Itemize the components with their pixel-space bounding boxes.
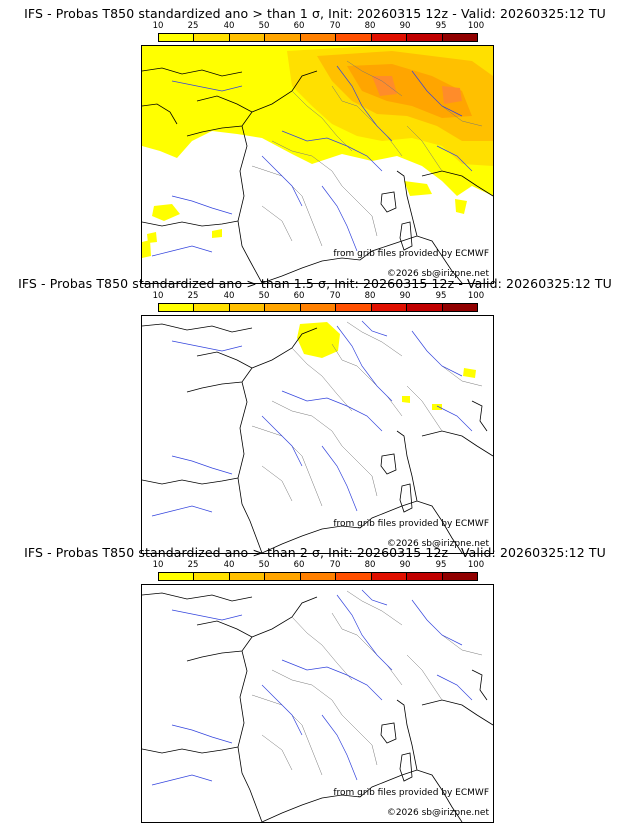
colorbar-swatch bbox=[229, 573, 266, 580]
colorbar-tick-label: 100 bbox=[467, 21, 485, 31]
colorbar-labels: 10 25 40 50 60 70 80 90 95 100 bbox=[143, 291, 498, 301]
rivers bbox=[151, 320, 473, 517]
colorbar-swatch bbox=[229, 34, 266, 41]
colorbar-swatch bbox=[300, 573, 337, 580]
colorbar-swatch bbox=[229, 304, 266, 311]
colorbar-swatch bbox=[442, 34, 477, 41]
map-canvas bbox=[142, 46, 493, 283]
map-canvas bbox=[142, 589, 493, 822]
colorbar-tick-label: 60 bbox=[293, 560, 305, 570]
colorbar-swatch bbox=[194, 304, 230, 311]
colorbar-swatch bbox=[159, 573, 195, 580]
colorbar-tick-label: 90 bbox=[399, 291, 411, 301]
coastlines bbox=[142, 592, 493, 822]
source-attribution: from grib files provided by ECMWF bbox=[333, 519, 489, 529]
probability-map: from grib files provided by ECMWF ©2026 … bbox=[141, 584, 494, 823]
colorbar-swatch bbox=[300, 304, 337, 311]
probability-shading bbox=[297, 322, 476, 410]
colorbar-tick-label: 100 bbox=[467, 291, 485, 301]
colorbar-tick-label: 40 bbox=[223, 560, 235, 570]
panel-title: IFS - Probas T850 standardized ano > tha… bbox=[18, 276, 612, 291]
colorbar-tick-label: 95 bbox=[435, 21, 447, 31]
colorbar-tick-label: 80 bbox=[364, 560, 376, 570]
colorbar-tick-label: 80 bbox=[364, 291, 376, 301]
copyright-text: ©2026 sb@irizpne.net bbox=[386, 539, 489, 549]
colorbar-swatch bbox=[336, 573, 372, 580]
colorbar-swatch bbox=[194, 573, 230, 580]
colorbar-swatch bbox=[442, 573, 477, 580]
map-panel-3: IFS - Probas T850 standardized ano > tha… bbox=[0, 545, 630, 823]
colorbar-swatch bbox=[336, 34, 372, 41]
colorbar-labels: 10 25 40 50 60 70 80 90 95 100 bbox=[143, 560, 498, 570]
colorbar-tick-label: 25 bbox=[187, 291, 199, 301]
rivers bbox=[151, 589, 473, 786]
colorbar-tick-label: 95 bbox=[435, 291, 447, 301]
colorbar-tick-label: 70 bbox=[329, 21, 341, 31]
colorbar-tick-label: 25 bbox=[187, 21, 199, 31]
colorbar bbox=[158, 572, 478, 581]
colorbar-tick-label: 40 bbox=[223, 21, 235, 31]
source-attribution: from grib files provided by ECMWF bbox=[333, 249, 489, 259]
colorbar-tick-label: 40 bbox=[223, 291, 235, 301]
colorbar-tick-label: 90 bbox=[399, 560, 411, 570]
internal-borders bbox=[251, 590, 483, 776]
probability-map: from grib files provided by ECMWF ©2026 … bbox=[141, 315, 494, 554]
colorbar-swatch bbox=[265, 304, 301, 311]
colorbar-tick-label: 100 bbox=[467, 560, 485, 570]
colorbar-swatch bbox=[300, 34, 337, 41]
colorbar-swatch bbox=[407, 573, 443, 580]
colorbar-swatch bbox=[407, 304, 443, 311]
colorbar-swatch bbox=[442, 304, 477, 311]
colorbar-tick-label: 95 bbox=[435, 560, 447, 570]
panel-title: IFS - Probas T850 standardized ano > tha… bbox=[24, 6, 606, 21]
colorbar-swatch bbox=[265, 34, 301, 41]
colorbar-swatch bbox=[371, 304, 408, 311]
colorbar-tick-label: 90 bbox=[399, 21, 411, 31]
colorbar-swatch bbox=[371, 34, 408, 41]
colorbar-labels: 10 25 40 50 60 70 80 90 95 100 bbox=[143, 21, 498, 31]
colorbar-swatch bbox=[159, 304, 195, 311]
colorbar-tick-label: 10 bbox=[152, 21, 164, 31]
colorbar-tick-label: 80 bbox=[364, 21, 376, 31]
internal-borders bbox=[251, 321, 483, 507]
colorbar-tick-label: 60 bbox=[293, 21, 305, 31]
map-panel-2: IFS - Probas T850 standardized ano > tha… bbox=[0, 276, 630, 554]
colorbar-tick-label: 25 bbox=[187, 560, 199, 570]
copyright-text: ©2026 sb@irizpne.net bbox=[386, 269, 489, 279]
coastlines bbox=[142, 67, 493, 283]
colorbar-swatch bbox=[407, 34, 443, 41]
colorbar-tick-label: 60 bbox=[293, 291, 305, 301]
source-attribution: from grib files provided by ECMWF bbox=[333, 788, 489, 798]
colorbar-tick-label: 50 bbox=[258, 291, 270, 301]
colorbar-swatch bbox=[336, 304, 372, 311]
copyright-text: ©2026 sb@irizpne.net bbox=[386, 808, 489, 818]
colorbar-tick-label: 10 bbox=[152, 560, 164, 570]
internal-borders bbox=[251, 60, 483, 247]
colorbar-swatch bbox=[371, 573, 408, 580]
rivers bbox=[151, 65, 473, 257]
probability-shading bbox=[142, 46, 493, 258]
colorbar-swatch bbox=[159, 34, 195, 41]
colorbar-tick-label: 50 bbox=[258, 560, 270, 570]
colorbar bbox=[158, 303, 478, 312]
colorbar-tick-label: 50 bbox=[258, 21, 270, 31]
colorbar-tick-label: 10 bbox=[152, 291, 164, 301]
coastlines bbox=[142, 323, 493, 553]
probability-map: from grib files provided by ECMWF ©2026 … bbox=[141, 45, 494, 284]
colorbar bbox=[158, 33, 478, 42]
map-canvas bbox=[142, 320, 493, 553]
map-panel-1: IFS - Probas T850 standardized ano > tha… bbox=[0, 6, 630, 284]
panel-title: IFS - Probas T850 standardized ano > tha… bbox=[24, 545, 606, 560]
colorbar-tick-label: 70 bbox=[329, 291, 341, 301]
colorbar-swatch bbox=[265, 573, 301, 580]
colorbar-swatch bbox=[194, 34, 230, 41]
colorbar-tick-label: 70 bbox=[329, 560, 341, 570]
